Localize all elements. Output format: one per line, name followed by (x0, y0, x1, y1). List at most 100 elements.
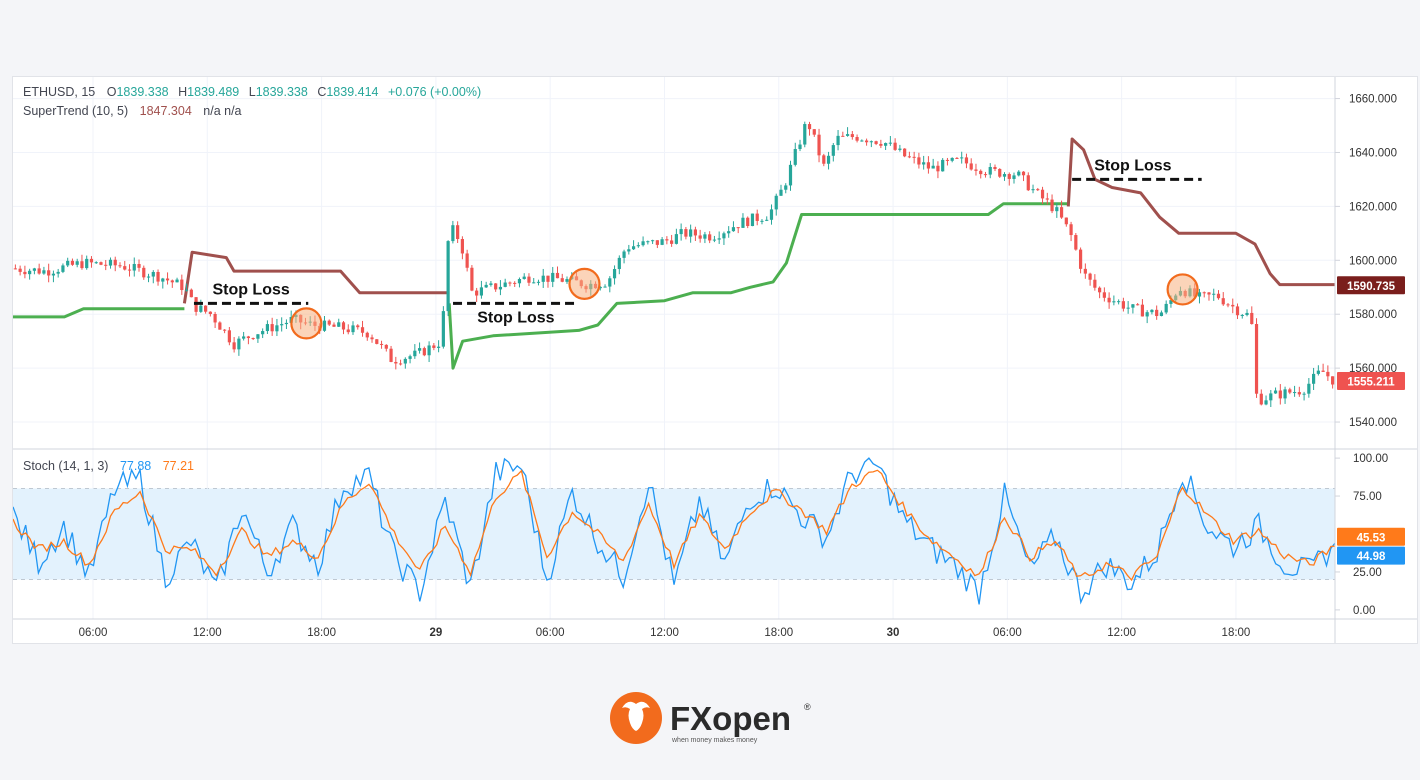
candle-body (722, 233, 726, 239)
candle-body (513, 282, 517, 284)
candle-body (113, 259, 117, 266)
candle-body (641, 241, 645, 246)
candle-body (670, 240, 674, 244)
stop-loss-label: Stop Loss (1094, 157, 1171, 174)
time-tick-label: 18:00 (764, 627, 793, 639)
candle-body (127, 269, 132, 271)
candle-body (1078, 249, 1083, 269)
bull-head-icon (622, 701, 650, 731)
candle-body (736, 227, 740, 229)
candle-body (1098, 287, 1102, 293)
candle-body (118, 265, 122, 267)
candle-body (132, 263, 136, 271)
candle-body (769, 209, 774, 220)
candle-body (964, 157, 969, 164)
chart-frame: Stop Loss Stop Loss Stop Loss 1540.000 1560… (12, 76, 1418, 644)
candle-body (437, 346, 441, 348)
candle-body (1117, 301, 1121, 303)
candle-body (484, 284, 488, 288)
candle-body (1064, 217, 1068, 225)
candle-body (793, 149, 797, 165)
candle-body (70, 260, 75, 265)
candle-body (532, 282, 536, 284)
candle-body (1140, 304, 1145, 317)
candle-body (631, 246, 636, 250)
stoch-tick-label: 100.00 (1353, 453, 1388, 465)
candle-body (389, 348, 393, 362)
signal-marker (568, 267, 601, 300)
indicator-legend: SuperTrend (10, 5) 1847.304 n/a n/a (23, 104, 242, 118)
close-label: C (317, 85, 326, 99)
candle-body (979, 170, 983, 175)
candle-body (203, 305, 208, 312)
stop-loss-label: Stop Loss (212, 281, 289, 298)
candle-body (284, 322, 289, 325)
candle-body (227, 330, 231, 343)
candle-body (327, 320, 331, 325)
candle-body (503, 282, 507, 287)
candle-body (1326, 371, 1330, 377)
candle-body (1212, 293, 1216, 295)
candle-body (665, 239, 669, 241)
candle-body (223, 329, 227, 331)
candle-body (960, 157, 964, 159)
candle-body (441, 311, 445, 347)
candle-body (612, 269, 617, 279)
candle-body (622, 251, 626, 258)
candle-body (765, 219, 769, 221)
candle-body (1050, 199, 1054, 212)
signal-marker (1166, 273, 1199, 306)
stoch-name: Stoch (14, 1, 3) (23, 459, 108, 473)
open-value: 1839.338 (116, 85, 168, 99)
candle-body (993, 166, 997, 169)
stoch-badge-lower-bg (1337, 546, 1405, 565)
candle-body (727, 231, 731, 234)
candle-body (1083, 268, 1087, 274)
candle-body (1316, 370, 1320, 374)
candle-body (408, 356, 412, 359)
time-tick-label: 12:00 (1107, 627, 1136, 639)
candle-body (608, 278, 612, 287)
candle-body (1307, 383, 1311, 394)
candle-body (256, 334, 260, 339)
candle-body (413, 350, 417, 357)
candle-body (460, 239, 464, 254)
candle-body (598, 286, 602, 289)
candle-body (280, 324, 284, 326)
candle-body (356, 325, 360, 328)
candle-body (945, 159, 950, 161)
candle-body (1150, 309, 1154, 313)
price-tick-label: 1600.000 (1349, 255, 1397, 267)
candle-body (941, 159, 945, 172)
candle-body (864, 140, 869, 143)
candle-body (1197, 292, 1202, 297)
stoch-badge-upper: 45.53 (1357, 532, 1386, 544)
candle-body (151, 271, 155, 277)
candle-body (831, 145, 835, 156)
candle-body (698, 235, 702, 239)
candle-body (845, 134, 850, 136)
candle-body (1126, 307, 1130, 309)
candle-body (841, 135, 845, 137)
candle-body (66, 260, 70, 266)
candle-body (1226, 304, 1230, 306)
stoch-tick-label: 0.00 (1353, 605, 1375, 617)
candle-body (165, 278, 170, 281)
candle-body (465, 253, 469, 268)
candle-body (1007, 174, 1011, 179)
candle-body (812, 129, 816, 135)
candle-body (784, 185, 788, 190)
candle-body (522, 276, 526, 279)
candle-body (1221, 298, 1225, 305)
candle-body (170, 280, 174, 283)
candle-body (1107, 297, 1111, 303)
candle-body (161, 278, 165, 282)
stoch-legend: Stoch (14, 1, 3) 77.88 77.21 (23, 459, 194, 473)
candle-body (551, 272, 555, 282)
candle-body (1269, 393, 1273, 401)
candle-body (56, 271, 60, 274)
candle-body (689, 229, 693, 237)
candle-body (37, 268, 41, 274)
candle-body (23, 271, 27, 275)
candle-body (788, 164, 793, 186)
